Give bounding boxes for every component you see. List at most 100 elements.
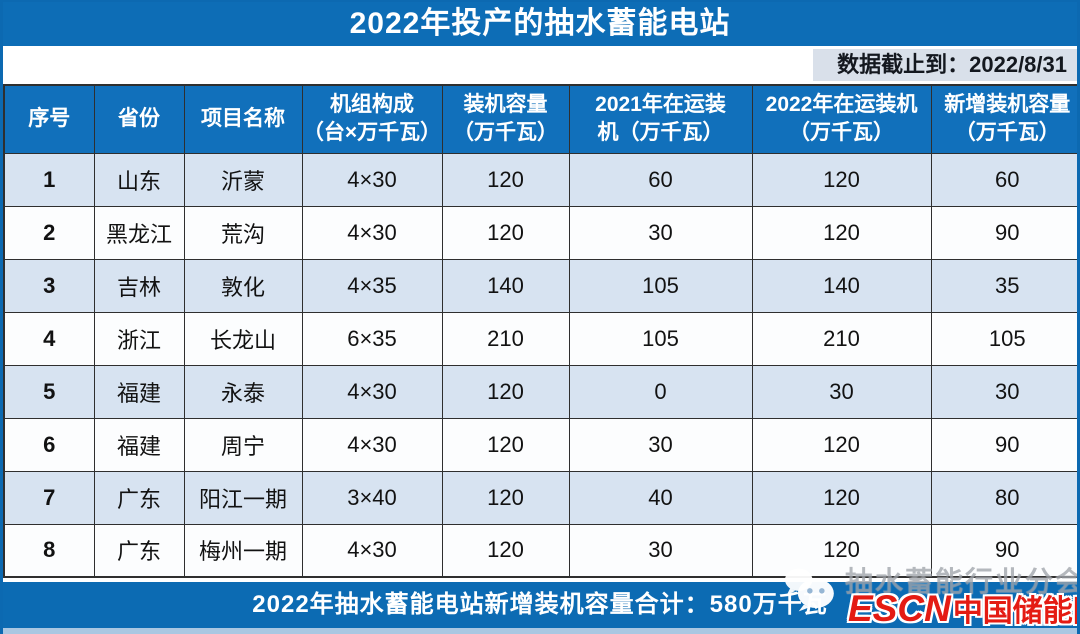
- table-row: 1 山东 沂蒙 4×30 120 60 120 60: [3, 152, 1077, 207]
- table-row: 4 浙江 长龙山 6×35 210 105 210 105: [3, 311, 1077, 366]
- table-cell: 吉林: [93, 258, 185, 313]
- header-row: 序号 省份 项目名称 机组构成 （台×万千瓦） 装机容量 （万千瓦） 2021年在运…: [3, 84, 1077, 154]
- table-cell: 120: [751, 205, 932, 260]
- table-cell: 4×30: [301, 523, 443, 578]
- table-cell: 4×30: [301, 364, 443, 419]
- table-cell: 90: [930, 523, 1077, 578]
- header-line: （万千瓦）: [954, 121, 1060, 145]
- table-cell: 120: [441, 364, 570, 419]
- table-cell: 105: [568, 311, 753, 366]
- table-cell: 60: [930, 152, 1077, 207]
- table-cell: 90: [930, 417, 1077, 472]
- table-cell: 4: [3, 311, 95, 366]
- data-cutoff-strip: 数据截止到：2022/8/31: [3, 46, 1077, 84]
- table-cell: 荒沟: [183, 205, 303, 260]
- table-cell: 长龙山: [183, 311, 303, 366]
- header-line: 2022年在运装机: [765, 92, 918, 116]
- table-cell: 120: [751, 152, 932, 207]
- table-cell: 4×35: [301, 258, 443, 313]
- page-title: 2022年投产的抽水蓄能电站: [3, 2, 1077, 46]
- escn-logo: ESCN中国储能网: [848, 586, 1077, 630]
- header-line: 项目名称: [201, 107, 285, 131]
- col-header-unit-config: 机组构成 （台×万千瓦）: [301, 84, 443, 154]
- table-cell: 210: [751, 311, 932, 366]
- table-cell: 90: [930, 205, 1077, 260]
- table-cell: 210: [441, 311, 570, 366]
- table-cell: 120: [441, 417, 570, 472]
- table-cell: 4×30: [301, 417, 443, 472]
- header-line: （万千瓦）: [453, 121, 558, 145]
- table-cell: 30: [568, 523, 753, 578]
- table-cell: 60: [568, 152, 753, 207]
- table-cell: 山东: [93, 152, 185, 207]
- table-cell: 3: [3, 258, 95, 313]
- header-line: 机组构成: [330, 92, 414, 116]
- table-cell: 6×35: [301, 311, 443, 366]
- col-header-seq: 序号: [3, 84, 95, 154]
- col-header-province: 省份: [93, 84, 185, 154]
- power-station-table: 序号 省份 项目名称 机组构成 （台×万千瓦） 装机容量 （万千瓦） 2021年在运…: [3, 84, 1077, 578]
- table-row: 3 吉林 敦化 4×35 140 105 140 35: [3, 258, 1077, 313]
- table-cell: 4×30: [301, 205, 443, 260]
- col-header-project: 项目名称: [183, 84, 303, 154]
- table-cell: 6: [3, 417, 95, 472]
- data-cutoff-label: 数据截止到：2022/8/31: [813, 49, 1077, 81]
- table-cell: 周宁: [183, 417, 303, 472]
- escn-logo-latin: ESCN: [848, 588, 951, 629]
- header-line: 装机容量: [463, 92, 548, 116]
- table-cell: 120: [441, 470, 570, 525]
- table-cell: 30: [930, 364, 1077, 419]
- bottom-strip: [3, 628, 1077, 634]
- table-cell: 浙江: [93, 311, 185, 366]
- col-header-2021-operating: 2021年在运装 机（万千瓦）: [568, 84, 753, 154]
- col-header-new-capacity: 新增装机容量 （万千瓦）: [930, 84, 1077, 154]
- table-cell: 5: [3, 364, 95, 419]
- table-cell: 沂蒙: [183, 152, 303, 207]
- summary-bar: 2022年抽水蓄能电站新增装机容量合计：580万千瓦: [3, 582, 1077, 628]
- table-cell: 120: [751, 523, 932, 578]
- table-cell: 105: [930, 311, 1077, 366]
- table-cell: 1: [3, 152, 95, 207]
- table-cell: 140: [751, 258, 932, 313]
- table-cell: 120: [441, 205, 570, 260]
- table-row: 2 黑龙江 荒沟 4×30 120 30 120 90: [3, 205, 1077, 260]
- table-cell: 120: [441, 523, 570, 578]
- header-line: 省份: [118, 107, 160, 131]
- table-cell: 3×40: [301, 470, 443, 525]
- table-cell: 2: [3, 205, 95, 260]
- header-line: 新增装机容量: [944, 92, 1071, 116]
- table-cell: 7: [3, 470, 95, 525]
- header-line: 2021年在运装: [595, 92, 726, 116]
- table-cell: 30: [751, 364, 932, 419]
- table-cell: 阳江一期: [183, 470, 303, 525]
- table-cell: 30: [568, 205, 753, 260]
- table-row: 6 福建 周宁 4×30 120 30 120 90: [3, 417, 1077, 472]
- table-cell: 35: [930, 258, 1077, 313]
- table-cell: 30: [568, 417, 753, 472]
- table-row: 5 福建 永泰 4×30 120 0 30 30: [3, 364, 1077, 419]
- table-cell: 梅州一期: [183, 523, 303, 578]
- table-cell: 120: [441, 152, 570, 207]
- table-cell: 105: [568, 258, 753, 313]
- table-cell: 黑龙江: [93, 205, 185, 260]
- table-cell: 8: [3, 523, 95, 578]
- table-cell: 120: [751, 470, 932, 525]
- table-cell: 敦化: [183, 258, 303, 313]
- table-row: 8 广东 梅州一期 4×30 120 30 120 90: [3, 523, 1077, 578]
- header-line: （台×万千瓦）: [302, 121, 442, 145]
- table-cell: 福建: [93, 364, 185, 419]
- header-line: 序号: [28, 107, 71, 131]
- table-cell: 140: [441, 258, 570, 313]
- table-cell: 广东: [93, 470, 185, 525]
- table-cell: 40: [568, 470, 753, 525]
- table-cell: 0: [568, 364, 753, 419]
- col-header-2022-operating: 2022年在运装机 （万千瓦）: [751, 84, 932, 154]
- table-cell: 80: [930, 470, 1077, 525]
- table-cell: 福建: [93, 417, 185, 472]
- col-header-installed-capacity: 装机容量 （万千瓦）: [441, 84, 570, 154]
- table-row: 7 广东 阳江一期 3×40 120 40 120 80: [3, 470, 1077, 525]
- escn-logo-chinese: 中国储能网: [952, 595, 1077, 628]
- table-cell: 4×30: [301, 152, 443, 207]
- table-cell: 永泰: [183, 364, 303, 419]
